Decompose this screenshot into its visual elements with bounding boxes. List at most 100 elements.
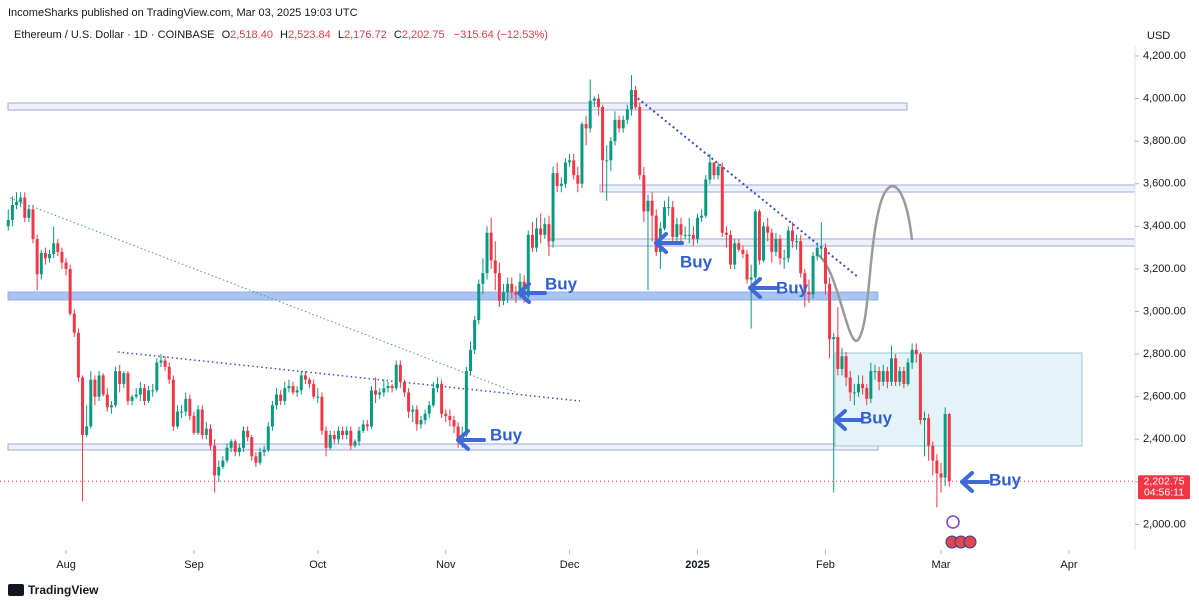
candle-body [382,388,386,393]
candle-body [60,251,64,263]
candle-body [85,426,89,436]
candle-body [497,273,501,301]
candle-body [729,234,733,265]
candle-body [535,228,539,248]
candle-body [939,473,943,478]
candle-body [811,256,815,295]
candle-body [316,396,320,398]
candle-body [469,349,472,372]
candle-body [109,405,113,408]
candle-body [704,179,708,216]
candle-body [448,415,452,421]
x-tick-label: 2025 [685,559,709,571]
candle-body [663,207,666,229]
y-tick-label: 3,600.00 [1143,178,1186,190]
candle-body [861,383,865,389]
y-tick-label: 3,200.00 [1143,263,1186,275]
candle-body [43,252,47,259]
buy-arrow [517,282,547,304]
x-tick-label: Sep [184,559,204,571]
candle-body [39,252,43,275]
candle-body [456,426,460,440]
candle-body [10,205,14,220]
candle-body [390,386,394,389]
candle-body [931,445,935,461]
candle-body [687,234,691,236]
candle-body [733,243,737,265]
buy-label: Buy [989,470,1022,489]
candle-body [762,226,766,261]
candle-body [539,228,543,235]
candle-body [374,390,378,395]
candle-body [353,441,357,446]
candle-body [407,392,411,412]
candle-body [943,414,947,478]
candle-body [192,415,196,433]
candle-body [493,260,497,274]
y-tick-label: 2,600.00 [1143,391,1186,403]
ohlc-value: 2,176.72 [344,29,387,41]
candle-body [745,254,749,280]
candle-body [180,411,184,413]
candle-body [423,413,427,421]
candle-body [68,268,72,314]
candle-body [320,396,324,431]
candle-body [452,420,456,427]
candle-body [691,234,695,240]
candle-body [894,358,898,382]
candle-body [518,281,522,295]
candle-body [642,175,646,212]
ohlc-prefix: H [280,29,288,41]
candle-body [576,175,580,184]
axis-unit: USD [1147,30,1170,42]
candle-body [345,430,349,436]
ohlc-prefix: C [394,29,402,41]
candle-body [902,371,906,384]
candle-body [770,232,774,252]
candle-body [242,430,245,448]
candle-body [840,356,844,369]
candle-body [76,332,80,378]
candle-body [15,201,18,206]
candle-body [48,254,52,259]
candle-body [361,424,365,431]
ohlc-change: −315.64 (−12.53%) [454,29,548,41]
candle-body [819,247,823,249]
candle-body [415,409,419,425]
candle-body [584,124,588,129]
candle-body [485,232,489,274]
candle-body [799,241,803,274]
candle-body [89,379,93,427]
candle-body [514,292,518,295]
buy-arrow [748,277,778,299]
trendline [117,351,581,402]
y-tick-label: 4,000.00 [1143,92,1186,104]
candle-body [506,283,510,293]
candle-body [138,388,142,395]
candle-body [209,428,212,446]
candle-body [303,375,307,380]
candle-body [807,292,811,295]
symbol-legend: Ethereum / U.S. Dollar · 1D · COINBASE O… [14,29,548,41]
candle-body [134,394,138,397]
candle-body [464,371,468,436]
x-tick-label: Oct [309,559,326,571]
candle-body [510,283,514,293]
candle-body [543,224,547,235]
trendline [629,91,859,278]
ohlc-prefix: L [338,29,344,41]
candle-body [832,337,836,340]
candle-body [737,243,741,250]
candle-body [844,356,848,378]
candle-body [803,273,807,293]
plot-area [6,75,951,508]
y-tick-label: 3,000.00 [1143,305,1186,317]
candle-body [167,366,171,380]
candle-body [114,371,118,406]
candle-body [398,364,402,382]
candle-body [221,460,225,467]
candle-body [683,234,687,236]
candle-body [427,405,431,414]
buy-label: Buy [490,425,523,444]
